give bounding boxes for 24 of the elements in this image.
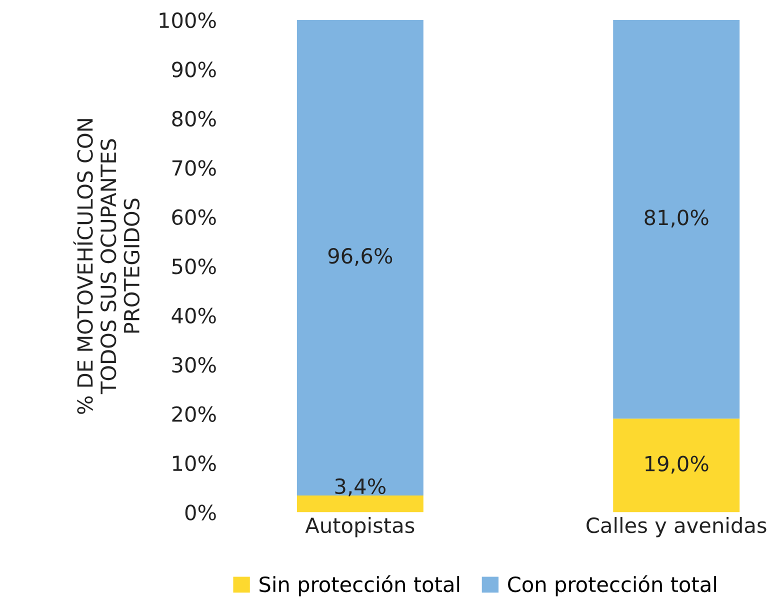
legend-label: Con protección total — [508, 575, 716, 596]
y-tick-label: 80% — [172, 110, 216, 127]
y-tick-label: 30% — [172, 356, 216, 373]
y-tick-label: 70% — [172, 160, 216, 176]
y-tick-label: 20% — [172, 406, 216, 422]
data-label: 19,0% — [646, 456, 708, 474]
y-tick-label: 100% — [160, 12, 216, 28]
y-tick-label: 10% — [173, 455, 216, 472]
bar — [613, 418, 740, 512]
y-tick-label: 40% — [172, 308, 216, 324]
y-axis-title: % DE MOTOVEHÍCULOS CON TODOS SUS OCUPANTES PROTEGIDOS — [73, 119, 140, 414]
data-label: 81,0% — [644, 210, 708, 228]
data-label: 96,6% — [328, 248, 392, 266]
y-tick-label: 60% — [172, 209, 216, 226]
y-tick-label: 50% — [172, 258, 216, 274]
bar — [613, 20, 740, 419]
bar — [296, 20, 424, 496]
data-label: 3,4% — [335, 478, 386, 496]
x-tick-label: Calles y avenidas — [586, 517, 766, 538]
y-tick-label: 90% — [172, 62, 216, 78]
bar — [296, 495, 424, 512]
y-tick-label: 0% — [185, 504, 216, 520]
legend-label: Sin protección total — [260, 575, 460, 596]
x-tick-label: Autopistas — [305, 517, 414, 538]
